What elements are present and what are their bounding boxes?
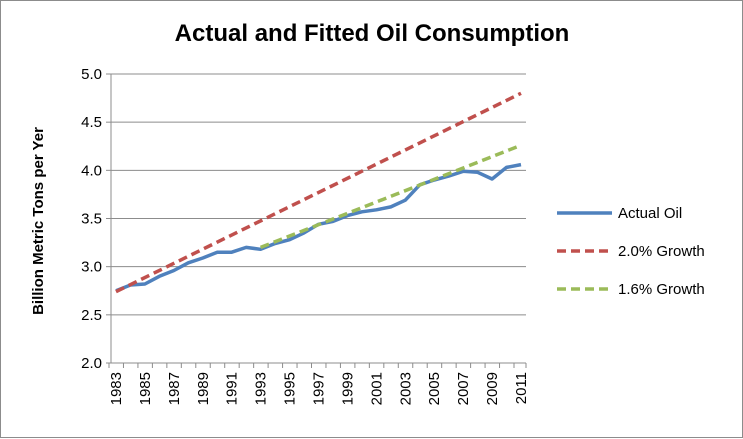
x-tick-label: 1987 [166,372,183,405]
x-tick-label: 1985 [137,372,154,405]
x-tick-label: 1995 [282,372,299,405]
chart-title: Actual and Fitted Oil Consumption [175,20,570,47]
gridlines [111,73,526,364]
x-tick-label: 1993 [253,372,270,405]
legend-label-actual-oil: Actual Oil [618,205,682,222]
x-tick-label: 1983 [108,372,125,405]
y-tick-label: 3.0 [81,259,102,276]
x-tick-label: 1997 [311,372,328,405]
legend-label-growth-1-6: 1.6% Growth [618,281,705,298]
x-tick-label: 2009 [484,372,501,405]
series-line-actual-oil [115,162,522,293]
x-tick-label: 2005 [426,372,443,405]
series-lines [115,91,522,294]
y-tick-label: 5.0 [81,66,102,83]
y-tick-label: 3.5 [81,211,102,228]
series-line-growth-2-0 [115,91,522,294]
y-tick-label: 2.5 [81,307,102,324]
x-tick-label: 2001 [368,372,385,405]
axes: 2.0 2.5 3.0 3.5 4.0 4.5 5.0 1983 1985 1987 1989 199… [81,66,530,405]
y-tick-label: 4.5 [81,114,102,131]
legend: Actual Oil 2.0% Growth 1.6% Growth [557,205,705,298]
x-tick-label: 1999 [339,372,356,405]
x-tick-label: 1989 [195,372,212,405]
x-tick-label: 2007 [455,372,472,405]
y-tick-label: 2.0 [81,355,102,372]
legend-label-growth-2-0: 2.0% Growth [618,243,705,260]
x-tick-label: 2003 [397,372,414,405]
x-tick-label: 2011 [513,372,530,404]
series-line-growth-1-6 [259,143,522,250]
y-tick-label: 4.0 [81,162,102,179]
x-tick-label: 1991 [224,372,241,405]
y-axis-label: Billion Metric Tons per Yer [30,127,47,315]
